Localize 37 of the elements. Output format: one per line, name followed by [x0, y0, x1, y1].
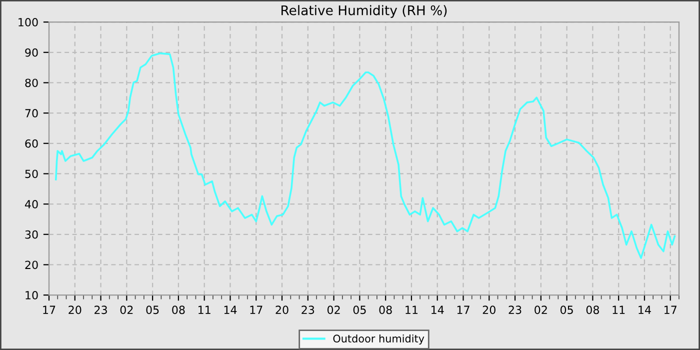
x-tick-label: 17 — [457, 306, 470, 314]
x-tick-label: 17 — [250, 306, 262, 314]
x-tick-label: 20 — [482, 306, 496, 314]
x-tick-label: 11 — [198, 306, 210, 314]
y-tick-label: 30 — [25, 230, 38, 239]
x-tick-label: 14 — [638, 306, 651, 314]
legend-label: Outdoor humidity — [333, 334, 424, 345]
y-tick-label: 60 — [25, 139, 38, 148]
x-tick-label: 02 — [534, 306, 547, 314]
y-tick-label: 90 — [25, 48, 38, 57]
x-tick-label: 20 — [68, 306, 82, 314]
x-tick-label: 11 — [612, 306, 625, 314]
x-tick-label: 05 — [560, 306, 573, 314]
x-tick-label: 08 — [379, 306, 392, 314]
x-tick-label: 05 — [146, 306, 159, 314]
x-tick-label: 11 — [406, 306, 418, 314]
x-tick-label: 08 — [586, 306, 600, 314]
x-tick-label: 05 — [353, 306, 366, 314]
x-tick-label: 17 — [664, 306, 676, 314]
y-tick-label: 20 — [25, 260, 38, 270]
y-tick-label: 100 — [18, 18, 38, 26]
x-tick-label: 23 — [302, 306, 314, 314]
x-tick-label: 23 — [94, 306, 107, 314]
x-tick-label: 14 — [432, 306, 444, 314]
x-tick-label: 20 — [276, 306, 288, 314]
y-tick-label: 70 — [25, 109, 38, 118]
x-tick-label: 02 — [327, 306, 340, 314]
x-tick-label: 02 — [120, 306, 133, 314]
y-tick-label: 80 — [25, 78, 38, 88]
chart-title: Relative Humidity (RH %) — [282, 5, 447, 18]
x-tick-label: 17 — [43, 306, 56, 314]
x-tick-label: 14 — [224, 306, 237, 314]
y-tick-label: 50 — [25, 170, 38, 178]
y-tick-label: 40 — [24, 200, 38, 208]
x-tick-label: 23 — [508, 306, 522, 314]
y-tick-label: 10 — [26, 291, 38, 300]
x-tick-label: 08 — [172, 306, 185, 314]
